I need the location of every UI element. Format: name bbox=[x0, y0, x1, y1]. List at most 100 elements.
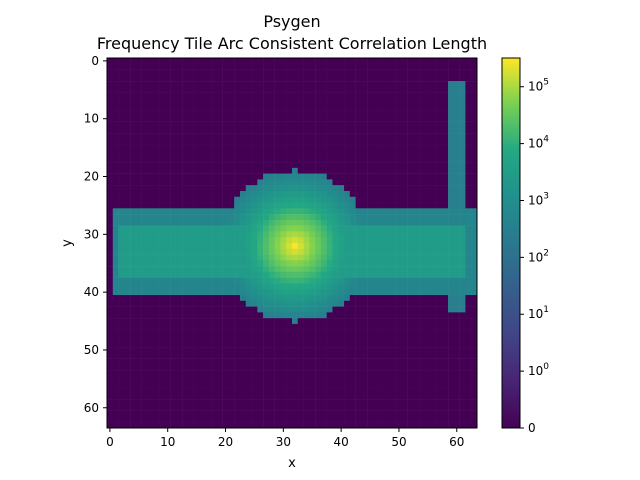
heatmap-cell bbox=[164, 399, 171, 406]
colorbar-segment bbox=[502, 140, 520, 144]
heatmap-cell bbox=[459, 318, 466, 325]
heatmap-cell bbox=[401, 144, 408, 151]
heatmap-cell bbox=[268, 214, 275, 221]
heatmap-cell bbox=[442, 98, 449, 105]
heatmap-cell bbox=[239, 243, 246, 250]
heatmap-cell bbox=[124, 110, 131, 117]
heatmap-cell bbox=[344, 295, 351, 302]
heatmap-cell bbox=[465, 271, 472, 278]
heatmap-cell bbox=[465, 312, 472, 319]
colorbar-segment bbox=[502, 323, 520, 326]
heatmap-cell bbox=[453, 92, 460, 99]
heatmap-cell bbox=[372, 127, 379, 134]
heatmap-cell bbox=[159, 254, 166, 261]
heatmap-cell bbox=[407, 104, 414, 111]
heatmap-cell bbox=[205, 185, 212, 192]
heatmap-cell bbox=[205, 144, 212, 151]
heatmap-cell bbox=[453, 237, 460, 244]
heatmap-cell bbox=[303, 422, 310, 429]
heatmap-cell bbox=[153, 156, 160, 163]
heatmap-cell bbox=[430, 63, 437, 70]
heatmap-cell bbox=[349, 92, 356, 99]
heatmap-cell bbox=[251, 271, 258, 278]
heatmap-cell bbox=[448, 144, 455, 151]
heatmap-cell bbox=[268, 75, 275, 82]
heatmap-cell bbox=[130, 329, 137, 336]
heatmap-cell bbox=[401, 208, 408, 215]
heatmap-cell bbox=[274, 121, 281, 128]
heatmap-cell bbox=[430, 329, 437, 336]
heatmap-cell bbox=[159, 358, 166, 365]
x-tick-label: 0 bbox=[106, 435, 114, 449]
heatmap-cell bbox=[257, 375, 264, 382]
heatmap-cell bbox=[297, 150, 304, 157]
heatmap-cell bbox=[245, 179, 252, 186]
heatmap-cell bbox=[471, 115, 478, 122]
heatmap-cell bbox=[164, 422, 171, 429]
heatmap-cell bbox=[430, 422, 437, 429]
heatmap-cell bbox=[274, 375, 281, 382]
heatmap-cell bbox=[159, 63, 166, 70]
heatmap-cell bbox=[211, 358, 218, 365]
heatmap-cell bbox=[459, 208, 466, 215]
heatmap-cell bbox=[257, 133, 264, 140]
heatmap-cell bbox=[465, 208, 472, 215]
heatmap-cell bbox=[153, 410, 160, 417]
heatmap-cell bbox=[436, 219, 443, 226]
heatmap-cell bbox=[407, 225, 414, 232]
heatmap-cell bbox=[251, 347, 258, 354]
heatmap-cell bbox=[471, 243, 478, 250]
heatmap-cell bbox=[332, 341, 339, 348]
heatmap-cell bbox=[320, 416, 327, 423]
heatmap-cell bbox=[216, 202, 223, 209]
heatmap-cell bbox=[263, 306, 270, 313]
heatmap-cell bbox=[216, 341, 223, 348]
heatmap-cell bbox=[459, 144, 466, 151]
heatmap-cell bbox=[471, 144, 478, 151]
colorbar-tick-label: 0 bbox=[528, 421, 536, 435]
heatmap-cell bbox=[222, 86, 229, 93]
heatmap-cell bbox=[286, 75, 293, 82]
heatmap-cell bbox=[361, 410, 368, 417]
heatmap-cell bbox=[384, 162, 391, 169]
heatmap-cell bbox=[338, 416, 345, 423]
heatmap-cell bbox=[268, 185, 275, 192]
heatmap-cell bbox=[355, 248, 362, 255]
heatmap-cell bbox=[361, 214, 368, 221]
heatmap-cell bbox=[448, 86, 455, 93]
heatmap-cell bbox=[390, 341, 397, 348]
heatmap-cell bbox=[459, 167, 466, 174]
heatmap-cell bbox=[280, 335, 287, 342]
heatmap-cell bbox=[124, 295, 131, 302]
heatmap-cell bbox=[193, 115, 200, 122]
heatmap-cell bbox=[424, 115, 431, 122]
heatmap-cell bbox=[274, 75, 281, 82]
heatmap-cell bbox=[176, 121, 183, 128]
heatmap-cell bbox=[424, 104, 431, 111]
heatmap-cell bbox=[268, 225, 275, 232]
heatmap-cell bbox=[401, 92, 408, 99]
heatmap-cell bbox=[239, 260, 246, 267]
heatmap-cell bbox=[465, 185, 472, 192]
heatmap-cell bbox=[453, 370, 460, 377]
heatmap-cell bbox=[338, 370, 345, 377]
heatmap-cell bbox=[164, 283, 171, 290]
heatmap-cell bbox=[268, 121, 275, 128]
heatmap-cell bbox=[367, 110, 374, 117]
heatmap-cell bbox=[326, 58, 333, 65]
heatmap-cell bbox=[228, 144, 235, 151]
heatmap-cell bbox=[424, 277, 431, 284]
heatmap-cell bbox=[193, 289, 200, 296]
heatmap-cell bbox=[303, 375, 310, 382]
heatmap-cell bbox=[372, 266, 379, 273]
heatmap-cell bbox=[176, 133, 183, 140]
heatmap-cell bbox=[292, 300, 299, 307]
heatmap-cell bbox=[263, 352, 270, 359]
heatmap-cell bbox=[355, 318, 362, 325]
heatmap-cell bbox=[130, 179, 137, 186]
heatmap-cell bbox=[442, 323, 449, 330]
x-tick-label: 40 bbox=[334, 435, 349, 449]
heatmap-cell bbox=[372, 190, 379, 197]
heatmap-cell bbox=[228, 266, 235, 273]
heatmap-cell bbox=[182, 347, 189, 354]
